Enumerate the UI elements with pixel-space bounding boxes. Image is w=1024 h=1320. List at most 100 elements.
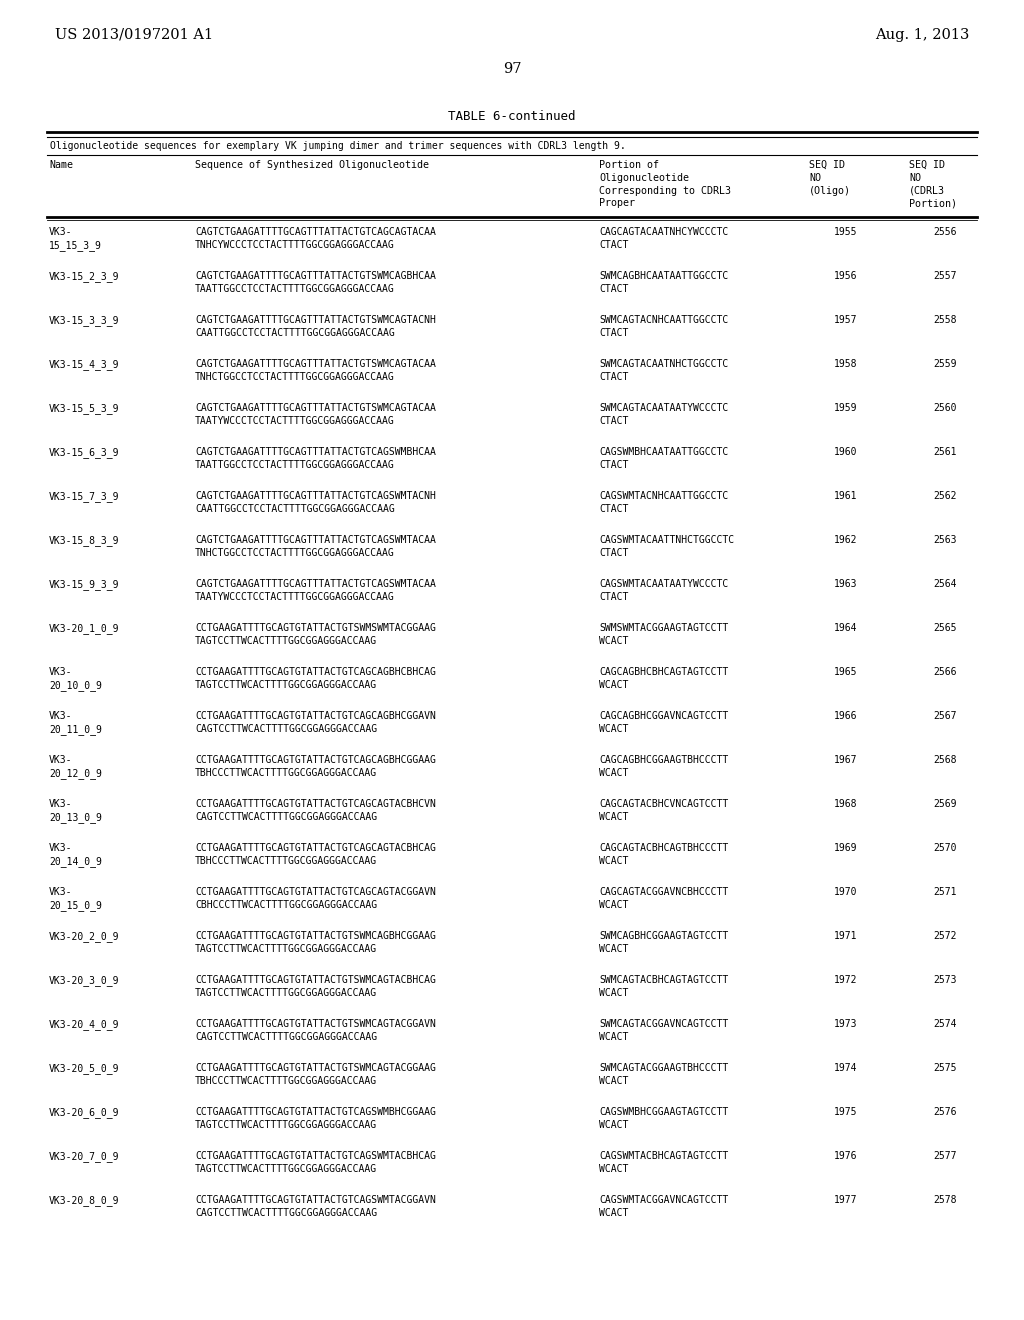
Text: CAGSWMTACBHCAGTAGTCCTT
WCACT: CAGSWMTACBHCAGTAGTCCTT WCACT <box>599 1151 728 1173</box>
Text: Name: Name <box>49 160 73 170</box>
Text: 1969: 1969 <box>834 843 857 853</box>
Text: 1964: 1964 <box>834 623 857 634</box>
Text: CAGSWMTACAATAATYWCCCTC
CTACT: CAGSWMTACAATAATYWCCCTC CTACT <box>599 579 728 602</box>
Text: CCTGAAGATTTTGCAGTGTATTACTGTSWMSWMTACGGAAG
TAGTCCTTWCACTTTTGGCGGAGGGACCAAG: CCTGAAGATTTTGCAGTGTATTACTGTSWMSWMTACGGAA… <box>195 623 436 645</box>
Text: 2565: 2565 <box>934 623 957 634</box>
Text: VK3-20_5_0_9: VK3-20_5_0_9 <box>49 1063 120 1074</box>
Text: CCTGAAGATTTTGCAGTGTATTACTGTSWMCAGBHCGGAAG
TAGTCCTTWCACTTTTGGCGGAGGGACCAAG: CCTGAAGATTTTGCAGTGTATTACTGTSWMCAGBHCGGAA… <box>195 931 436 954</box>
Text: 2576: 2576 <box>934 1107 957 1117</box>
Text: SWMCAGTACGGAAGTBHCCCTT
WCACT: SWMCAGTACGGAAGTBHCCCTT WCACT <box>599 1063 728 1086</box>
Text: CAGTCTGAAGATTTTGCAGTTTATTACTGTCAGSWMBHCAA
TAATTGGCCTCCTACTTTTGGCGGAGGGACCAAG: CAGTCTGAAGATTTTGCAGTTTATTACTGTCAGSWMBHCA… <box>195 447 436 470</box>
Text: VK3-
20_10_0_9: VK3- 20_10_0_9 <box>49 667 101 690</box>
Text: VK3-20_2_0_9: VK3-20_2_0_9 <box>49 931 120 942</box>
Text: VK3-15_8_3_9: VK3-15_8_3_9 <box>49 535 120 546</box>
Text: VK3-15_7_3_9: VK3-15_7_3_9 <box>49 491 120 502</box>
Text: CCTGAAGATTTTGCAGTGTATTACTGTCAGCAGBHCBHCAG
TAGTCCTTWCACTTTTGGCGGAGGGACCAAG: CCTGAAGATTTTGCAGTGTATTACTGTCAGCAGBHCBHCA… <box>195 667 436 690</box>
Text: 1958: 1958 <box>834 359 857 370</box>
Text: VK3-20_6_0_9: VK3-20_6_0_9 <box>49 1107 120 1118</box>
Text: 1973: 1973 <box>834 1019 857 1030</box>
Text: 1972: 1972 <box>834 975 857 985</box>
Text: 2569: 2569 <box>934 799 957 809</box>
Text: CAGSWMBHCAATAATTGGCCTC
CTACT: CAGSWMBHCAATAATTGGCCTC CTACT <box>599 447 728 470</box>
Text: CAGTCTGAAGATTTTGCAGTTTATTACTGTCAGCAGTACAA
TNHCYWCCCTCCTACTTTTGGCGGAGGGACCAAG: CAGTCTGAAGATTTTGCAGTTTATTACTGTCAGCAGTACA… <box>195 227 436 249</box>
Text: 2575: 2575 <box>934 1063 957 1073</box>
Text: CAGTCTGAAGATTTTGCAGTTTATTACTGTSWMCAGBHCAA
TAATTGGCCTCCTACTTTTGGCGGAGGGACCAAG: CAGTCTGAAGATTTTGCAGTTTATTACTGTSWMCAGBHCA… <box>195 271 436 294</box>
Text: VK3-
20_11_0_9: VK3- 20_11_0_9 <box>49 711 101 735</box>
Text: SEQ ID
NO
(Oligo): SEQ ID NO (Oligo) <box>809 160 851 195</box>
Text: CCTGAAGATTTTGCAGTGTATTACTGTSWMCAGTACBHCAG
TAGTCCTTWCACTTTTGGCGGAGGGACCAAG: CCTGAAGATTTTGCAGTGTATTACTGTSWMCAGTACBHCA… <box>195 975 436 998</box>
Text: CAGCAGBHCGGAVNCAGTCCTT
WCACT: CAGCAGBHCGGAVNCAGTCCTT WCACT <box>599 711 728 734</box>
Text: CAGTCTGAAGATTTTGCAGTTTATTACTGTSWMCAGTACNH
CAATTGGCCTCCTACTTTTGGCGGAGGGACCAAG: CAGTCTGAAGATTTTGCAGTTTATTACTGTSWMCAGTACN… <box>195 315 436 338</box>
Text: CCTGAAGATTTTGCAGTGTATTACTGTSWMCAGTACGGAAG
TBHCCCTTWCACTTTTGGCGGAGGGACCAAG: CCTGAAGATTTTGCAGTGTATTACTGTSWMCAGTACGGAA… <box>195 1063 436 1086</box>
Text: CCTGAAGATTTTGCAGTGTATTACTGTSWMCAGTACGGAVN
CAGTCCTTWCACTTTTGGCGGAGGGACCAAG: CCTGAAGATTTTGCAGTGTATTACTGTSWMCAGTACGGAV… <box>195 1019 436 1041</box>
Text: SWMSWMTACGGAAGTAGTCCTT
WCACT: SWMSWMTACGGAAGTAGTCCTT WCACT <box>599 623 728 645</box>
Text: VK3-15_3_3_9: VK3-15_3_3_9 <box>49 315 120 326</box>
Text: VK3-
20_15_0_9: VK3- 20_15_0_9 <box>49 887 101 911</box>
Text: 1959: 1959 <box>834 403 857 413</box>
Text: 1961: 1961 <box>834 491 857 502</box>
Text: CAGSWMTACAATTNHCTGGCCTC
CTACT: CAGSWMTACAATTNHCTGGCCTC CTACT <box>599 535 734 558</box>
Text: SWMCAGTACNHCAATTGGCCTC
CTACT: SWMCAGTACNHCAATTGGCCTC CTACT <box>599 315 728 338</box>
Text: 1967: 1967 <box>834 755 857 766</box>
Text: 1962: 1962 <box>834 535 857 545</box>
Text: 1977: 1977 <box>834 1195 857 1205</box>
Text: 2571: 2571 <box>934 887 957 898</box>
Text: Oligonucleotide sequences for exemplary VK jumping dimer and trimer sequences wi: Oligonucleotide sequences for exemplary … <box>50 141 626 150</box>
Text: SWMCAGBHCGGAAGTAGTCCTT
WCACT: SWMCAGBHCGGAAGTAGTCCTT WCACT <box>599 931 728 954</box>
Text: VK3-20_7_0_9: VK3-20_7_0_9 <box>49 1151 120 1162</box>
Text: Sequence of Synthesized Oligonucleotide: Sequence of Synthesized Oligonucleotide <box>195 160 429 170</box>
Text: VK3-20_3_0_9: VK3-20_3_0_9 <box>49 975 120 986</box>
Text: 2564: 2564 <box>934 579 957 589</box>
Text: TABLE 6-continued: TABLE 6-continued <box>449 110 575 123</box>
Text: 1966: 1966 <box>834 711 857 721</box>
Text: 1965: 1965 <box>834 667 857 677</box>
Text: 1960: 1960 <box>834 447 857 457</box>
Text: CCTGAAGATTTTGCAGTGTATTACTGTCAGCAGBHCGGAVN
CAGTCCTTWCACTTTTGGCGGAGGGACCAAG: CCTGAAGATTTTGCAGTGTATTACTGTCAGCAGBHCGGAV… <box>195 711 436 734</box>
Text: SEQ ID
NO
(CDRL3
Portion): SEQ ID NO (CDRL3 Portion) <box>909 160 957 209</box>
Text: VK3-20_1_0_9: VK3-20_1_0_9 <box>49 623 120 634</box>
Text: CAGTCTGAAGATTTTGCAGTTTATTACTGTCAGSWMTACNH
CAATTGGCCTCCTACTTTTGGCGGAGGGACCAAG: CAGTCTGAAGATTTTGCAGTTTATTACTGTCAGSWMTACN… <box>195 491 436 513</box>
Text: 2568: 2568 <box>934 755 957 766</box>
Text: 2574: 2574 <box>934 1019 957 1030</box>
Text: 2578: 2578 <box>934 1195 957 1205</box>
Text: 1955: 1955 <box>834 227 857 238</box>
Text: Portion of
Oligonucleotide
Corresponding to CDRL3
Proper: Portion of Oligonucleotide Corresponding… <box>599 160 731 209</box>
Text: CCTGAAGATTTTGCAGTGTATTACTGTCAGSWMBHCGGAAG
TAGTCCTTWCACTTTTGGCGGAGGGACCAAG: CCTGAAGATTTTGCAGTGTATTACTGTCAGSWMBHCGGAA… <box>195 1107 436 1130</box>
Text: 1956: 1956 <box>834 271 857 281</box>
Text: VK3-15_6_3_9: VK3-15_6_3_9 <box>49 447 120 458</box>
Text: 2560: 2560 <box>934 403 957 413</box>
Text: CAGCAGTACBHCAGTBHCCCTT
WCACT: CAGCAGTACBHCAGTBHCCCTT WCACT <box>599 843 728 866</box>
Text: VK3-20_4_0_9: VK3-20_4_0_9 <box>49 1019 120 1030</box>
Text: 1971: 1971 <box>834 931 857 941</box>
Text: SWMCAGTACAATAATYWCCCTC
CTACT: SWMCAGTACAATAATYWCCCTC CTACT <box>599 403 728 426</box>
Text: 1957: 1957 <box>834 315 857 325</box>
Text: 1963: 1963 <box>834 579 857 589</box>
Text: SWMCAGTACAATNHCTGGCCTC
CTACT: SWMCAGTACAATNHCTGGCCTC CTACT <box>599 359 728 381</box>
Text: CAGTCTGAAGATTTTGCAGTTTATTACTGTCAGSWMTACAA
TNHCTGGCCTCCTACTTTTGGCGGAGGGACCAAG: CAGTCTGAAGATTTTGCAGTTTATTACTGTCAGSWMTACA… <box>195 535 436 558</box>
Text: VK3-
20_13_0_9: VK3- 20_13_0_9 <box>49 799 101 822</box>
Text: 97: 97 <box>503 62 521 77</box>
Text: VK3-15_9_3_9: VK3-15_9_3_9 <box>49 579 120 590</box>
Text: 2559: 2559 <box>934 359 957 370</box>
Text: CAGSWMTACNHCAATTGGCCTC
CTACT: CAGSWMTACNHCAATTGGCCTC CTACT <box>599 491 728 513</box>
Text: 1975: 1975 <box>834 1107 857 1117</box>
Text: 2572: 2572 <box>934 931 957 941</box>
Text: VK3-
20_14_0_9: VK3- 20_14_0_9 <box>49 843 101 867</box>
Text: CAGSWMTACGGAVNCAGTCCTT
WCACT: CAGSWMTACGGAVNCAGTCCTT WCACT <box>599 1195 728 1218</box>
Text: 2558: 2558 <box>934 315 957 325</box>
Text: US 2013/0197201 A1: US 2013/0197201 A1 <box>55 28 213 42</box>
Text: VK3-15_5_3_9: VK3-15_5_3_9 <box>49 403 120 414</box>
Text: 1970: 1970 <box>834 887 857 898</box>
Text: VK3-15_2_3_9: VK3-15_2_3_9 <box>49 271 120 282</box>
Text: VK3-15_4_3_9: VK3-15_4_3_9 <box>49 359 120 370</box>
Text: 2556: 2556 <box>934 227 957 238</box>
Text: CCTGAAGATTTTGCAGTGTATTACTGTCAGSWMTACGGAVN
CAGTCCTTWCACTTTTGGCGGAGGGACCAAG: CCTGAAGATTTTGCAGTGTATTACTGTCAGSWMTACGGAV… <box>195 1195 436 1218</box>
Text: CAGCAGBHCGGAAGTBHCCCTT
WCACT: CAGCAGBHCGGAAGTBHCCCTT WCACT <box>599 755 728 777</box>
Text: CCTGAAGATTTTGCAGTGTATTACTGTCAGCAGTACBHCAG
TBHCCCTTWCACTTTTGGCGGAGGGACCAAG: CCTGAAGATTTTGCAGTGTATTACTGTCAGCAGTACBHCA… <box>195 843 436 866</box>
Text: VK3-
15_15_3_9: VK3- 15_15_3_9 <box>49 227 101 251</box>
Text: 2566: 2566 <box>934 667 957 677</box>
Text: 2562: 2562 <box>934 491 957 502</box>
Text: CAGCAGTACGGAVNCBHCCCTT
WCACT: CAGCAGTACGGAVNCBHCCCTT WCACT <box>599 887 728 909</box>
Text: SWMCAGTACBHCAGTAGTCCTT
WCACT: SWMCAGTACBHCAGTAGTCCTT WCACT <box>599 975 728 998</box>
Text: 1974: 1974 <box>834 1063 857 1073</box>
